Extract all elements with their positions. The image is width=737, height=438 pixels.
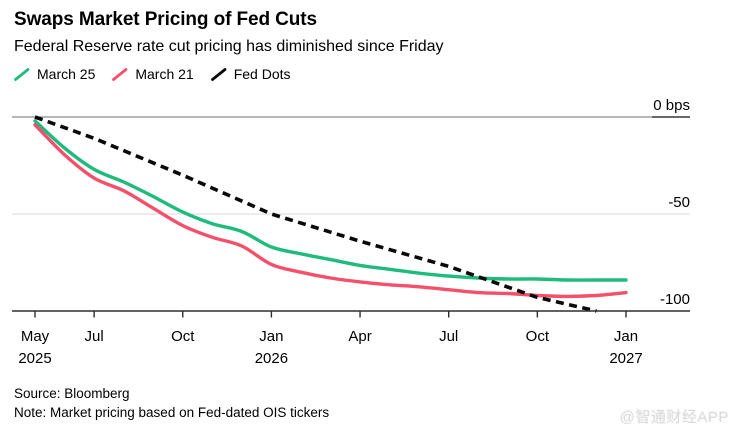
y-axis-label: -100 (660, 291, 690, 308)
series-line-march-25 (33, 119, 628, 282)
series-line-march-21 (33, 123, 628, 299)
x-axis-month-label: Oct (526, 328, 550, 345)
watermark: @智通财经APP (619, 409, 729, 426)
x-axis-month-label: Jan (614, 328, 638, 345)
legend-item-fed-dots: Fed Dots (210, 66, 291, 82)
x-axis-month-label: May (21, 328, 50, 345)
series-line-fed-dots (34, 115, 597, 313)
chart-subtitle: Federal Reserve rate cut pricing has dim… (14, 38, 444, 55)
line-swatch-icon (14, 67, 30, 81)
chart-header: Swaps Market Pricing of Fed Cuts Federal… (14, 8, 723, 82)
x-axis-month-label: Apr (348, 328, 371, 345)
legend-label: Fed Dots (233, 66, 291, 82)
x-axis-month-label: Jul (85, 328, 104, 345)
x-axis-year-label: 2025 (18, 350, 51, 367)
x-axis-month-label: Jan (259, 328, 283, 345)
legend-item-march-25: March 25 (14, 66, 95, 82)
legend: March 25 March 21 Fed Dots (14, 66, 723, 82)
legend-item-march-21: March 21 (112, 66, 194, 82)
chart-plot-area: 0 bps -50 -100 May 2025 Jul Oct Jan 2026 Apr Jul Oc… (0, 88, 737, 380)
chart-footer: Source: Bloomberg Note: Market pricing b… (14, 385, 329, 422)
chart-title: Swaps Market Pricing of Fed Cuts (14, 9, 317, 30)
source-note: Source: Bloomberg (14, 386, 130, 401)
x-axis-year-label: 2026 (255, 350, 288, 367)
line-swatch-icon (210, 67, 227, 81)
line-chart: 0 bps -50 -100 May 2025 Jul Oct Jan 2026 Apr Jul Oc… (12, 97, 690, 367)
x-axis-month-label: Oct (171, 328, 195, 345)
line-swatch-icon (112, 67, 128, 81)
legend-label: March 21 (135, 66, 194, 82)
x-axis-year-label: 2027 (609, 350, 642, 367)
legend-label: March 25 (37, 66, 96, 82)
y-axis-label: 0 bps (653, 97, 690, 114)
methodology-note: Note: Market pricing based on Fed-dated … (14, 404, 330, 420)
y-axis-label: -50 (668, 194, 690, 211)
x-axis-month-label: Jul (439, 328, 458, 345)
